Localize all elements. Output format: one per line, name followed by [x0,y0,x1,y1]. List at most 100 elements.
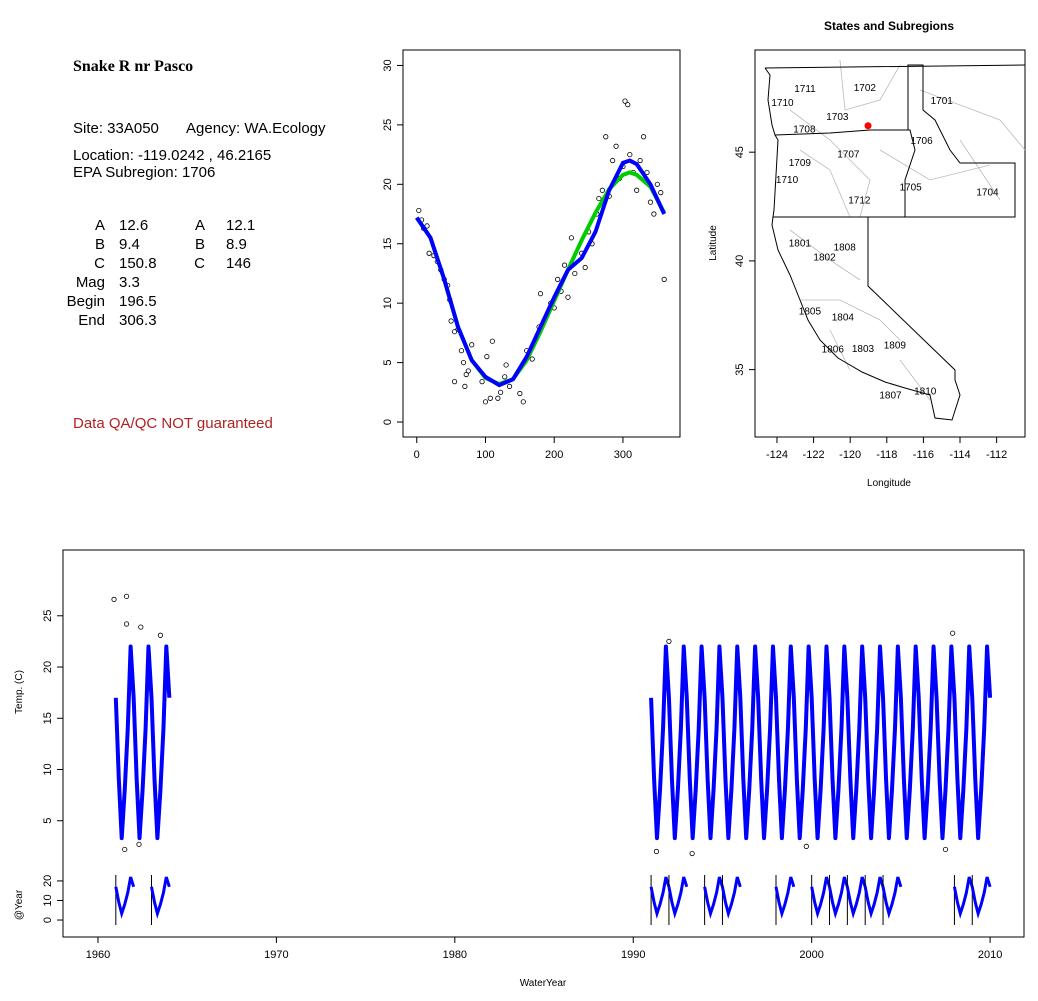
param-value: 3.3 [119,274,140,291]
region-label: 1703 [826,112,849,123]
qa-note: Data QA/QC NOT guaranteed [73,415,273,432]
point [647,199,654,205]
param-value: 146 [226,255,251,272]
region-label: 1809 [884,341,907,352]
year-curve [828,876,849,919]
y-tick-label: 0 [42,917,54,923]
point [537,291,544,297]
y-tick-label: 10 [42,894,54,906]
region-label: 1705 [899,182,922,193]
y-tick-label: 5 [42,818,54,824]
y-tick-label: 0 [382,419,394,425]
point [489,338,495,344]
y-axis-label: Temp. (C) [14,670,25,714]
point [561,262,568,268]
param-label: B [195,236,205,253]
param-label: Begin [67,293,105,310]
map-box [754,49,1026,438]
point [610,157,616,164]
region-label: 1701 [931,96,954,107]
x-tick-label: -122 [803,449,825,461]
region-label: 1710 [776,175,799,186]
param-label: A [95,217,105,234]
point [458,348,465,354]
point [568,235,574,241]
region-label: 1802 [813,253,836,264]
param-label: Mag [76,274,105,291]
year-curve [649,876,671,919]
region-label: 1706 [910,136,933,147]
x-tick-label: 0 [414,449,420,461]
site-title: Snake R nr Pasco [73,58,193,75]
y-tick-label: 5 [382,360,394,366]
y-tick-label: 30 [382,59,394,71]
point [637,157,643,164]
point [627,151,633,158]
year-curve [952,876,974,919]
x-tick-label: 1980 [443,949,467,961]
fit-line [415,158,667,388]
point [625,102,631,108]
region-label: 1804 [832,313,855,324]
site-id: Site: 33A050 [73,120,159,137]
param-value: 150.8 [119,255,157,272]
point [424,223,430,229]
region-label: 1711 [794,84,816,95]
point [658,190,664,196]
region-label: 1803 [852,344,875,355]
plot-box [62,549,1025,938]
point [498,389,504,395]
region-label: 1806 [822,345,845,356]
point [451,379,458,385]
map-title: States and Subregions [824,19,954,33]
year-curve [150,876,171,919]
series-line [113,644,993,841]
location: Location: -119.0242 , 46.2165 [73,147,271,164]
y-tick-label: 20 [42,661,54,673]
y-tick-label: 20 [382,178,394,190]
x-tick-label: -118 [876,449,897,461]
param-value: 12.6 [119,217,148,234]
site-marker [864,122,872,130]
region-label: 1704 [976,187,999,198]
region-label: 1807 [879,391,902,402]
year-curve [863,876,885,919]
year-curve [114,876,136,919]
point [487,395,493,401]
x-tick-label: -112 [986,449,1007,461]
map-outline [764,59,1026,421]
point [451,329,458,335]
param-value: 306.3 [119,312,157,329]
param-value: 12.1 [226,217,255,234]
point [634,187,640,193]
point [689,850,695,857]
year-curve [970,876,992,919]
point [950,630,956,636]
point [136,841,142,847]
point [465,368,471,374]
x-axis-label: WaterYear [520,978,567,989]
point [138,624,144,630]
param-label: C [94,255,105,272]
point [654,181,660,187]
point [599,187,605,193]
year-curve [845,876,867,919]
x-tick-label: 100 [476,449,494,461]
year-curve [774,876,796,919]
point [479,379,485,385]
point [640,134,647,140]
point [651,211,657,217]
region-label: 1707 [837,149,860,160]
point [460,359,467,366]
year-curve [881,876,903,919]
year-curve [703,876,724,919]
subregion: EPA Subregion: 1706 [73,164,215,181]
point [122,846,128,853]
y-tick-label: 15 [382,238,394,250]
point [622,98,628,104]
x-tick-label: 1990 [621,949,645,961]
x-tick-label: -120 [839,449,861,461]
x-tick-label: 1970 [264,949,288,961]
agency: Agency: WA.Ecology [186,120,326,137]
point [613,143,619,149]
